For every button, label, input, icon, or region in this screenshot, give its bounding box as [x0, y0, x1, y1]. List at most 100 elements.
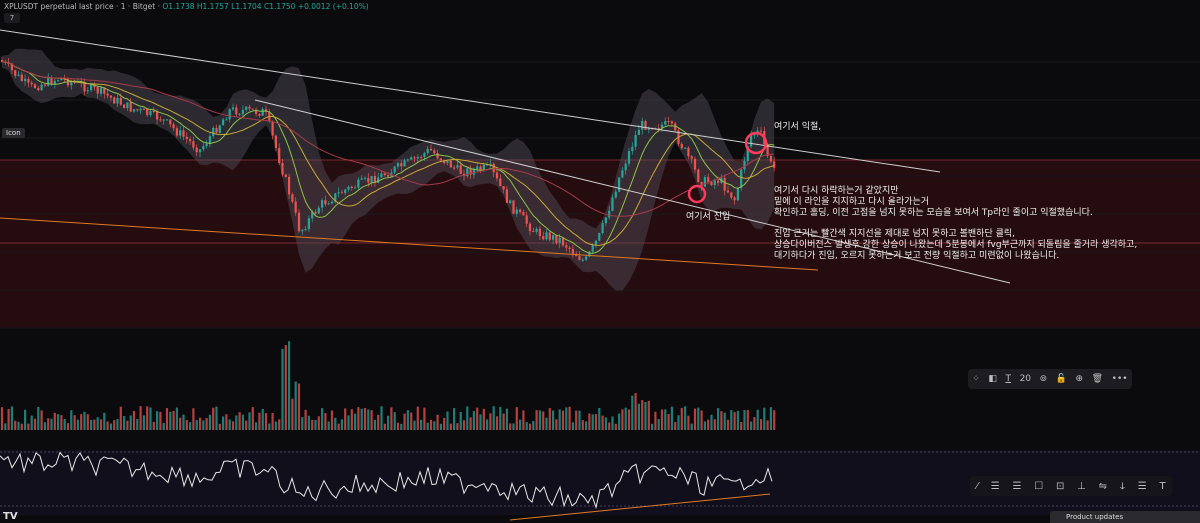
divergence-line[interactable]	[509, 493, 771, 521]
entry-circle[interactable]	[687, 184, 707, 204]
candle-body	[165, 119, 169, 121]
volume-bar	[472, 411, 475, 430]
rectangle-tool-icon[interactable]: ☐	[1034, 480, 1044, 492]
volume-bar	[255, 422, 258, 430]
candle-body	[647, 127, 650, 130]
volume-bar	[165, 408, 169, 430]
fib-tool-icon[interactable]: ☰	[990, 480, 1000, 492]
pattern-tool-icon[interactable]: ☰	[1137, 480, 1147, 492]
collapse-indicators-button[interactable]: 7	[4, 13, 20, 23]
template-icon[interactable]: ◧	[988, 374, 997, 384]
volume-bar	[561, 410, 565, 430]
lock-icon[interactable]: 🔓	[1055, 374, 1067, 384]
candle-body	[693, 158, 697, 170]
volume-bar	[370, 410, 373, 430]
exit-circle[interactable]	[744, 131, 768, 155]
volume-bar	[618, 413, 621, 430]
volume-bar	[337, 423, 340, 430]
drag-handle-icon[interactable]: ⁘	[972, 374, 980, 384]
candle-body	[690, 156, 693, 159]
candle-body	[73, 81, 76, 83]
more-icon[interactable]: •••	[1111, 374, 1128, 384]
take-profit-note[interactable]: 여기서 익절,	[774, 122, 822, 132]
analysis-note-2[interactable]: 진입 근거는 빨간색 지지선을 제대로 넘지 못하고 볼밴하단 클릭, 상승다이…	[774, 229, 1138, 261]
trendline-tool-icon[interactable]: ⁄	[976, 480, 979, 492]
volume-bar	[505, 408, 508, 430]
volume-bar	[96, 417, 99, 430]
volume-bar	[651, 423, 654, 430]
candle-body	[667, 120, 670, 122]
oscillator-line	[0, 451, 773, 510]
volume-bar	[736, 410, 739, 430]
volume-bar	[238, 412, 241, 430]
candle-body	[327, 203, 330, 205]
volume-bar	[301, 417, 304, 430]
channel-tool-icon[interactable]: ☰	[1012, 480, 1022, 492]
volume-bar	[750, 421, 753, 430]
candle-body	[472, 169, 475, 175]
candle-body	[509, 200, 512, 203]
volume-bar	[601, 415, 604, 430]
candle-body	[337, 192, 340, 194]
candle-body	[146, 108, 149, 115]
volume-bar	[548, 408, 551, 430]
entry-note[interactable]: 여기서 진입	[686, 212, 731, 222]
path-tool-icon[interactable]: ⇋	[1098, 480, 1107, 492]
trendline-orange[interactable]	[0, 217, 819, 271]
volume-bar	[631, 395, 634, 430]
symbol-info[interactable]: XPLUSDT perpetual last price · 1 · Bitge…	[4, 2, 160, 11]
trash-icon[interactable]: 🗑	[1091, 374, 1104, 384]
candle-body	[621, 170, 624, 178]
candle-body	[185, 136, 188, 140]
volume-bar	[185, 419, 188, 430]
icon-label[interactable]: Icon	[2, 128, 25, 138]
candle-body	[119, 97, 122, 105]
candle-body	[195, 147, 198, 153]
trendline-upper[interactable]	[0, 29, 941, 173]
text-tool-icon[interactable]: T	[1159, 480, 1166, 492]
volume-bar	[86, 414, 89, 430]
volume-bar	[24, 409, 27, 430]
volume-bar	[93, 419, 96, 430]
volume-bar	[215, 406, 218, 430]
volume-bar	[47, 418, 50, 430]
candle-body	[33, 84, 37, 89]
candle-body	[24, 78, 27, 81]
candle-body	[162, 119, 165, 121]
candle-body	[532, 231, 535, 233]
candle-body	[172, 124, 175, 129]
candle-body	[528, 223, 532, 232]
candle-body	[321, 200, 324, 208]
candle-body	[103, 87, 106, 94]
add-icon[interactable]: ⊕	[1075, 374, 1084, 384]
candle-body	[271, 121, 274, 136]
volume-bar	[743, 410, 746, 430]
volume-bar	[499, 406, 502, 430]
volume-bar	[759, 419, 763, 430]
font-size-value[interactable]: 20	[1019, 374, 1032, 384]
volume-bar	[291, 398, 294, 430]
candle-body	[60, 77, 63, 81]
volume-bar	[423, 407, 426, 430]
range-tool-icon[interactable]: ⊡	[1055, 480, 1065, 492]
volume-bar	[248, 412, 251, 430]
long-position-tool-icon[interactable]: ⊥	[1077, 480, 1086, 492]
volume-bar	[261, 409, 264, 430]
volume-bar	[106, 421, 109, 430]
volume-bar	[594, 414, 598, 430]
trendline-lower[interactable]	[254, 99, 1011, 284]
volume-bar	[159, 411, 162, 430]
settings-icon[interactable]: ⊚	[1039, 374, 1048, 384]
volume-bar	[657, 419, 660, 430]
candle-body	[294, 201, 297, 213]
product-updates-button[interactable]: Product updates	[1050, 511, 1200, 523]
volume-bar	[321, 408, 324, 430]
candle-body	[502, 186, 505, 190]
analysis-note-1[interactable]: 여기서 다시 하락하는거 같았지만 밑에 이 라인을 지지하고 다시 올라가는거…	[774, 186, 1093, 218]
volume-bar	[687, 415, 690, 430]
projection-tool-icon[interactable]: ↆ	[1119, 480, 1125, 492]
volume-bar	[588, 413, 591, 430]
text-color-icon[interactable]: T	[1005, 374, 1012, 384]
volume-bar	[218, 423, 221, 430]
candle-body	[750, 134, 753, 147]
